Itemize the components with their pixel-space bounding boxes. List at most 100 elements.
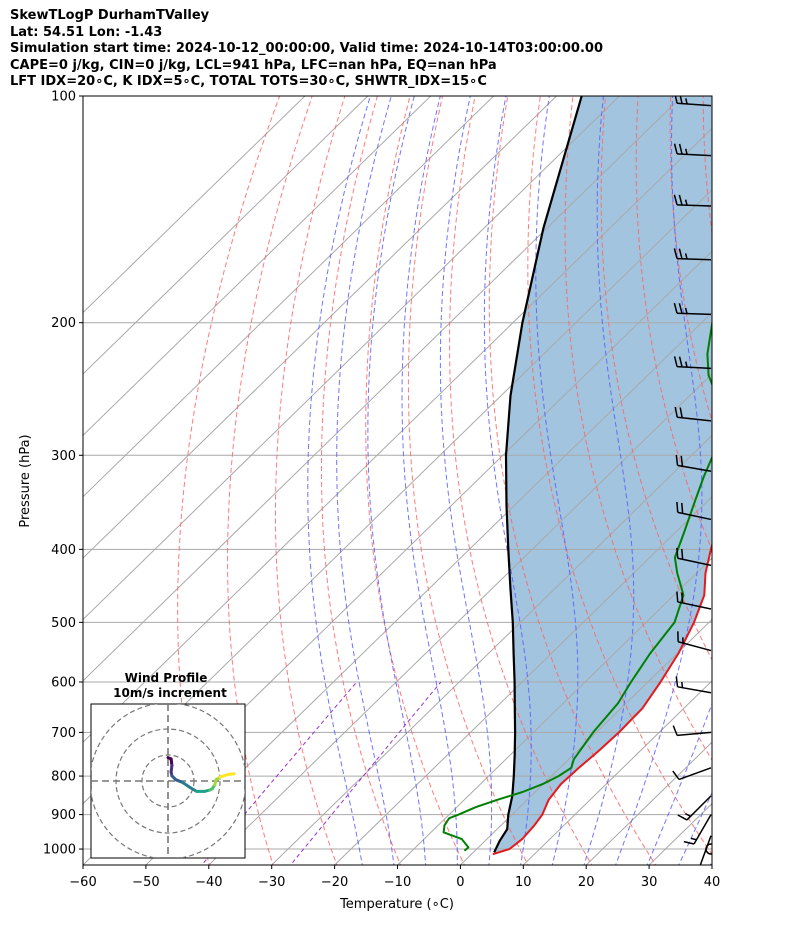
isotherm-line — [333, 496, 712, 865]
parcel-profile-line — [493, 96, 583, 853]
wind-barb — [683, 814, 712, 845]
barb-feather — [675, 454, 679, 466]
barb-feather — [678, 356, 683, 368]
chart-header: SkewTLogP DurhamTValley Lat: 54.51 Lon: … — [10, 8, 790, 91]
wind-barb — [673, 194, 712, 207]
wind-barb — [676, 547, 712, 567]
barb-feather — [681, 548, 684, 560]
wind-barb — [676, 501, 712, 521]
barb-feather — [673, 143, 678, 155]
wind-barb — [676, 591, 712, 610]
barb-feather — [676, 547, 679, 559]
mixing-ratio-lines — [201, 681, 442, 865]
moist-adiabat-line — [709, 860, 712, 865]
y-tick-label: 700 — [51, 726, 76, 741]
mixing-ratio-line — [289, 681, 442, 865]
moist-adiabat-line — [583, 96, 635, 865]
y-tick-label: 200 — [51, 316, 76, 331]
barb-shaft — [677, 416, 712, 422]
cape-cin-area — [494, 96, 712, 853]
barb-shaft — [686, 795, 712, 821]
dry-adiabat-line — [407, 96, 529, 865]
hodograph-subtitle: 10m/s increment — [113, 686, 227, 700]
barb-feather — [677, 814, 688, 821]
isotherm-line — [208, 373, 712, 865]
y-tick-label: 1000 — [43, 843, 76, 858]
dry-adiabat-line — [449, 96, 593, 865]
x-tick-label: 30 — [641, 875, 658, 890]
barb-shaft — [678, 767, 712, 781]
wind-barb — [689, 835, 712, 868]
x-tick-label: 10 — [515, 875, 532, 890]
y-tick-label: 100 — [51, 90, 76, 105]
barb-half-feather — [684, 307, 688, 314]
moist-adiabat-line — [678, 791, 712, 865]
barb-feather — [673, 356, 678, 367]
y-tick-label: 600 — [51, 675, 76, 690]
dewpoint-profile-line — [442, 320, 712, 852]
barb-feather — [689, 867, 699, 868]
barb-half-feather — [690, 837, 697, 841]
wind-barb — [677, 795, 712, 821]
barb-feather — [683, 840, 695, 845]
barb-half-feather — [684, 148, 688, 155]
isotherm-line — [522, 680, 712, 865]
x-tick-label: 0 — [456, 875, 464, 890]
barb-shaft — [693, 814, 712, 845]
x-tick-label: −40 — [195, 875, 222, 890]
barb-feather — [672, 770, 680, 780]
wind-barb — [675, 454, 712, 472]
barb-half-feather — [685, 812, 691, 818]
barb-feather — [681, 592, 684, 604]
barb-half-feather — [685, 98, 688, 105]
isotherm-line — [711, 864, 712, 865]
barb-shaft — [677, 464, 712, 472]
chart-title: SkewTLogP DurhamTValley — [10, 8, 210, 23]
location-info: Lat: 54.51 Lon: -1.43 — [10, 24, 163, 40]
simulation-time-info: Simulation start time: 2024-10-12_00:00:… — [10, 41, 603, 56]
barb-feather — [673, 248, 678, 259]
dry-adiabats — [177, 96, 794, 868]
barb-feather — [678, 143, 683, 155]
wind-barb — [674, 406, 712, 422]
wind-barb — [673, 356, 712, 370]
barb-feather — [676, 591, 679, 602]
barb-feather — [675, 676, 679, 687]
moist-adiabat-line — [646, 702, 712, 865]
barb-feather — [673, 194, 678, 206]
x-tick-label: −30 — [258, 875, 285, 890]
moist-adiabat-line — [535, 96, 579, 865]
index-info: LFT IDX=20∘C, K IDX=5∘C, TOTAL TOTS=30∘C… — [10, 74, 487, 89]
dry-adiabat-line — [702, 96, 712, 237]
x-tick-label: −50 — [132, 875, 159, 890]
wind-barb — [675, 676, 712, 694]
dry-adiabat-line — [275, 96, 346, 865]
dry-adiabat-line — [321, 96, 402, 865]
barb-shaft — [677, 686, 712, 694]
dry-adiabat-line — [736, 96, 794, 868]
barb-shaft — [677, 511, 712, 521]
moist-adiabat-line — [439, 96, 493, 865]
barb-feather — [672, 725, 678, 736]
dry-adiabat-line — [768, 96, 794, 868]
isotherm-line — [83, 96, 306, 314]
moist-adiabat-line — [307, 96, 371, 865]
barb-shaft — [677, 365, 712, 370]
wind-barb — [673, 302, 712, 316]
wind-barb — [673, 248, 712, 261]
barb-feather — [676, 501, 679, 513]
barb-feather — [674, 96, 678, 104]
moist-adiabat-line — [367, 96, 427, 865]
dry-adiabat-line — [564, 96, 712, 761]
barb-half-feather — [681, 681, 684, 688]
isotherm-line — [270, 434, 712, 865]
barb-shaft — [677, 641, 712, 652]
y-axis-label: Pressure (hPa) — [18, 434, 33, 527]
barb-shaft — [676, 204, 712, 207]
barb-feather — [681, 502, 684, 514]
barb-shaft — [676, 312, 712, 316]
barb-feather — [680, 455, 684, 467]
isotherm-line — [396, 557, 712, 865]
barb-feather — [678, 194, 683, 206]
hodograph-segment — [226, 772, 236, 776]
